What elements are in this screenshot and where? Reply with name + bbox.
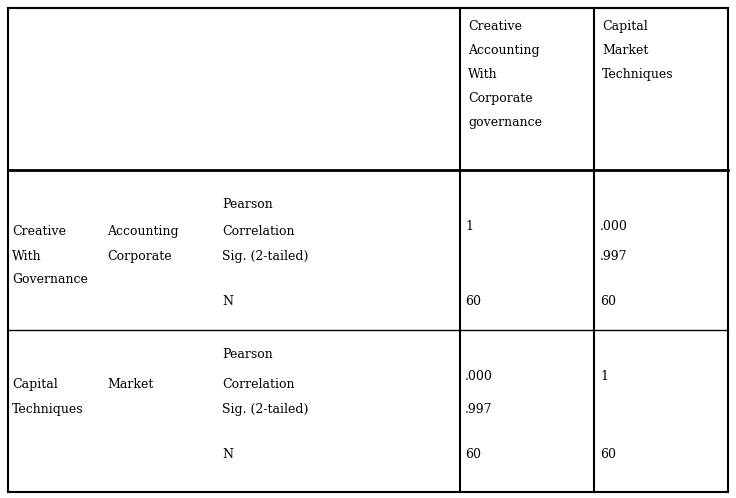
Text: .000: .000 bbox=[465, 370, 493, 383]
Text: 60: 60 bbox=[465, 448, 481, 461]
Text: Pearson: Pearson bbox=[222, 348, 273, 361]
Text: Market: Market bbox=[602, 44, 648, 57]
Text: N: N bbox=[222, 295, 233, 308]
Text: N: N bbox=[222, 448, 233, 461]
Text: Sig. (2-tailed): Sig. (2-tailed) bbox=[222, 403, 308, 416]
Text: Accounting: Accounting bbox=[468, 44, 539, 57]
Text: .997: .997 bbox=[600, 250, 628, 263]
Text: With: With bbox=[468, 68, 498, 81]
Text: Capital: Capital bbox=[602, 20, 648, 33]
Text: Creative: Creative bbox=[12, 225, 66, 238]
Text: Accounting: Accounting bbox=[107, 225, 179, 238]
Text: Capital: Capital bbox=[12, 378, 57, 391]
Text: Techniques: Techniques bbox=[12, 403, 84, 416]
Text: Corporate: Corporate bbox=[468, 92, 533, 105]
Text: Creative: Creative bbox=[468, 20, 522, 33]
Text: 1: 1 bbox=[600, 370, 608, 383]
Text: governance: governance bbox=[468, 116, 542, 129]
Text: Sig. (2-tailed): Sig. (2-tailed) bbox=[222, 250, 308, 263]
Text: Corporate: Corporate bbox=[107, 250, 171, 263]
Text: With: With bbox=[12, 250, 42, 263]
Text: .000: .000 bbox=[600, 220, 628, 233]
Text: 60: 60 bbox=[600, 448, 616, 461]
Text: 60: 60 bbox=[600, 295, 616, 308]
Text: Techniques: Techniques bbox=[602, 68, 673, 81]
Text: Correlation: Correlation bbox=[222, 225, 294, 238]
Text: Governance: Governance bbox=[12, 273, 88, 286]
Text: 60: 60 bbox=[465, 295, 481, 308]
Text: 1: 1 bbox=[465, 220, 473, 233]
Text: Correlation: Correlation bbox=[222, 378, 294, 391]
Text: Pearson: Pearson bbox=[222, 198, 273, 211]
Text: .997: .997 bbox=[465, 403, 492, 416]
Text: Market: Market bbox=[107, 378, 153, 391]
